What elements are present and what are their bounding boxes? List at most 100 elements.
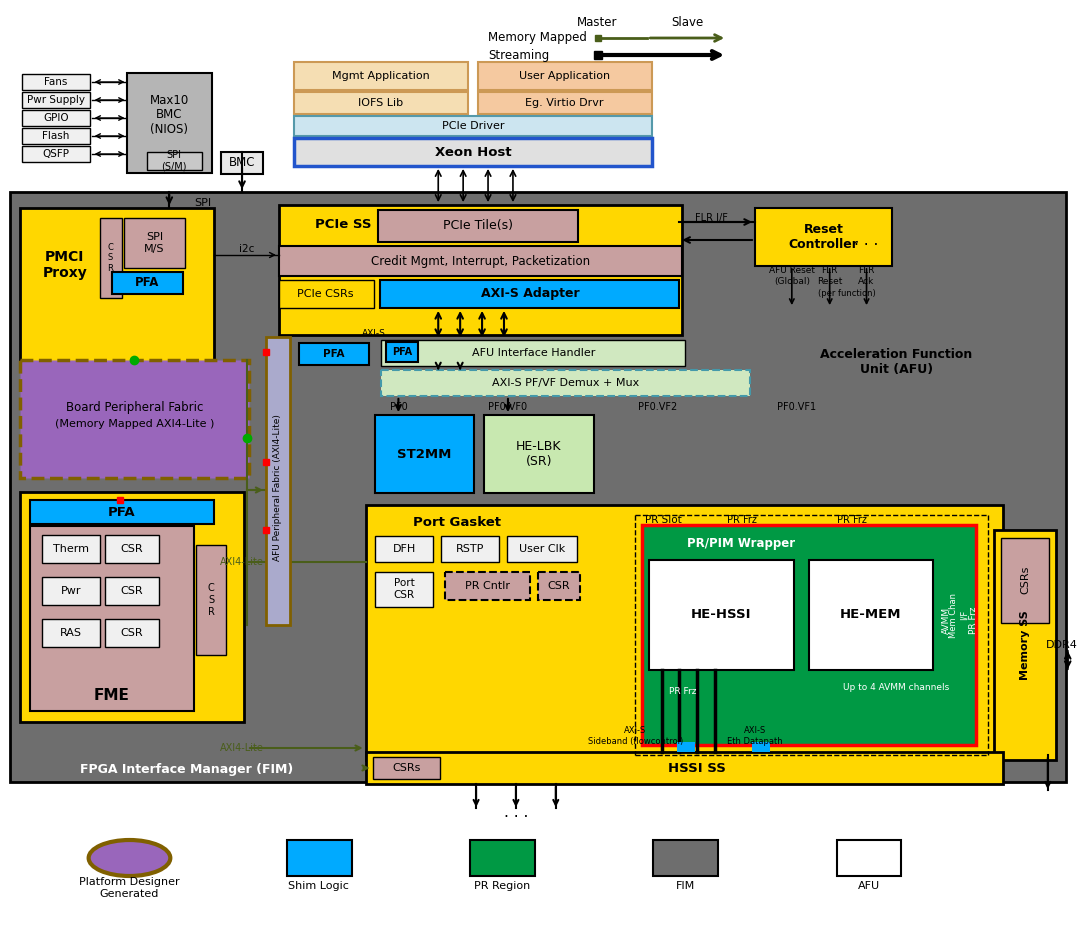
Ellipse shape bbox=[89, 840, 171, 876]
Bar bbox=[386, 342, 418, 362]
Text: CSR: CSR bbox=[120, 628, 143, 638]
Bar bbox=[478, 62, 653, 90]
Text: ST2MM: ST2MM bbox=[397, 447, 452, 461]
Bar bbox=[19, 492, 244, 722]
Bar bbox=[222, 152, 263, 174]
Text: PR/PIM Wrapper: PR/PIM Wrapper bbox=[688, 537, 796, 549]
Text: CSR: CSR bbox=[120, 544, 143, 554]
Bar bbox=[441, 536, 499, 562]
Text: (per function): (per function) bbox=[817, 289, 876, 297]
Text: Memory Mapped: Memory Mapped bbox=[488, 31, 587, 45]
Bar bbox=[837, 840, 902, 876]
Bar bbox=[42, 577, 99, 605]
Bar bbox=[809, 560, 933, 670]
Bar bbox=[538, 572, 579, 600]
Bar bbox=[755, 208, 893, 266]
Bar bbox=[105, 535, 159, 563]
Text: User Clk: User Clk bbox=[519, 544, 565, 554]
Text: Reset
Controller: Reset Controller bbox=[789, 223, 858, 251]
Text: Platform Designer
Generated: Platform Designer Generated bbox=[79, 877, 179, 899]
Text: C
S
R: C S R bbox=[108, 243, 114, 273]
Bar bbox=[478, 92, 653, 114]
Text: C
S
R: C S R bbox=[208, 583, 215, 617]
Text: PR Frz: PR Frz bbox=[837, 515, 867, 525]
Bar bbox=[995, 530, 1056, 760]
Text: PR Slot: PR Slot bbox=[645, 515, 682, 525]
Text: Credit Mgmt, Interrupt, Packetization: Credit Mgmt, Interrupt, Packetization bbox=[371, 255, 589, 268]
Text: PF0.VF2: PF0.VF2 bbox=[638, 402, 677, 412]
Text: PR Frz: PR Frz bbox=[668, 688, 696, 696]
Bar bbox=[381, 280, 679, 308]
Bar bbox=[650, 560, 793, 670]
Bar bbox=[294, 92, 468, 114]
Bar bbox=[105, 619, 159, 647]
Text: CSR: CSR bbox=[547, 581, 570, 591]
Text: AFU Interface Handler: AFU Interface Handler bbox=[472, 348, 596, 358]
Bar bbox=[445, 572, 530, 600]
Text: Flash: Flash bbox=[42, 131, 69, 141]
Bar bbox=[298, 343, 369, 365]
Text: Port
CSR: Port CSR bbox=[393, 579, 415, 599]
Text: Max10
BMC
(NIOS): Max10 BMC (NIOS) bbox=[149, 93, 189, 137]
Text: FPGA Interface Manager (FIM): FPGA Interface Manager (FIM) bbox=[80, 764, 293, 776]
Text: AXI4-Lite: AXI4-Lite bbox=[221, 557, 264, 567]
Bar bbox=[678, 742, 695, 752]
Bar bbox=[30, 500, 214, 524]
Text: Mem Chan
I/F: Mem Chan I/F bbox=[949, 593, 969, 637]
Text: QSFP: QSFP bbox=[42, 149, 69, 159]
Text: AXI-S Adapter: AXI-S Adapter bbox=[481, 288, 579, 300]
Text: FLR
Ack: FLR Ack bbox=[858, 266, 875, 286]
Text: HE-MEM: HE-MEM bbox=[840, 609, 902, 621]
Text: Acceleration Function
Unit (AFU): Acceleration Function Unit (AFU) bbox=[820, 348, 973, 376]
Text: PCIe SS: PCIe SS bbox=[315, 218, 371, 232]
Bar bbox=[375, 572, 433, 607]
Text: Up to 4 AVMM channels: Up to 4 AVMM channels bbox=[843, 683, 949, 693]
Text: Fans: Fans bbox=[44, 77, 67, 87]
Text: HE-LBK
(SR): HE-LBK (SR) bbox=[516, 440, 562, 468]
Bar bbox=[642, 525, 976, 745]
Text: AFU Reset
(Global): AFU Reset (Global) bbox=[769, 266, 815, 286]
Bar bbox=[365, 505, 1003, 760]
Text: AXI-S PF/VF Demux + Mux: AXI-S PF/VF Demux + Mux bbox=[492, 378, 639, 388]
Bar bbox=[42, 619, 99, 647]
Text: DFH: DFH bbox=[392, 544, 416, 554]
Text: · · ·: · · · bbox=[504, 810, 529, 826]
Bar bbox=[653, 840, 718, 876]
Text: SPI
(S/M): SPI (S/M) bbox=[161, 150, 187, 172]
Text: i2c: i2c bbox=[239, 244, 255, 254]
Text: CSRs: CSRs bbox=[392, 763, 421, 773]
Text: GPIO: GPIO bbox=[43, 113, 68, 123]
Text: AXI-S: AXI-S bbox=[361, 330, 386, 338]
Bar bbox=[373, 757, 440, 779]
Text: AVMM: AVMM bbox=[942, 606, 950, 634]
Bar bbox=[507, 536, 576, 562]
Text: PCIe Tile(s): PCIe Tile(s) bbox=[443, 219, 513, 233]
Bar bbox=[484, 415, 593, 493]
Bar bbox=[365, 752, 1003, 784]
Bar bbox=[22, 92, 90, 108]
Text: Master: Master bbox=[577, 15, 618, 28]
Bar bbox=[19, 360, 249, 478]
Text: Therm: Therm bbox=[53, 544, 89, 554]
Bar bbox=[382, 340, 685, 366]
Bar bbox=[19, 208, 214, 363]
Bar bbox=[279, 280, 374, 308]
Text: AFU Peripheral Fabric (AXI4-Lite): AFU Peripheral Fabric (AXI4-Lite) bbox=[273, 414, 282, 561]
Bar bbox=[22, 146, 90, 162]
Text: PFA: PFA bbox=[108, 505, 135, 519]
Text: PR Cntlr: PR Cntlr bbox=[465, 581, 509, 591]
Bar bbox=[197, 545, 226, 655]
Bar bbox=[279, 246, 682, 276]
Text: PMCI
Proxy: PMCI Proxy bbox=[42, 250, 88, 280]
Bar bbox=[105, 577, 159, 605]
Text: HE-HSSI: HE-HSSI bbox=[691, 609, 751, 621]
Bar bbox=[279, 205, 682, 335]
Text: PR Frz: PR Frz bbox=[969, 606, 977, 634]
Bar bbox=[30, 526, 195, 711]
Text: SPI: SPI bbox=[195, 198, 212, 208]
Bar bbox=[294, 138, 653, 166]
Text: Shim Logic: Shim Logic bbox=[289, 881, 349, 891]
Bar bbox=[22, 128, 90, 144]
Bar bbox=[375, 536, 433, 562]
Bar bbox=[147, 152, 202, 170]
